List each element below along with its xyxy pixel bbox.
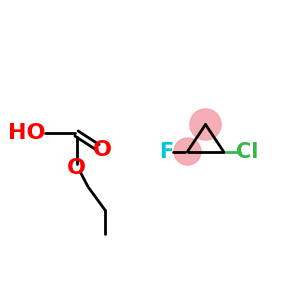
Text: O: O [92, 140, 112, 160]
Text: Cl: Cl [236, 142, 259, 161]
Circle shape [190, 109, 221, 140]
Text: F: F [159, 142, 174, 161]
Text: O: O [67, 158, 86, 178]
Circle shape [174, 138, 201, 165]
Text: HO: HO [8, 124, 46, 143]
